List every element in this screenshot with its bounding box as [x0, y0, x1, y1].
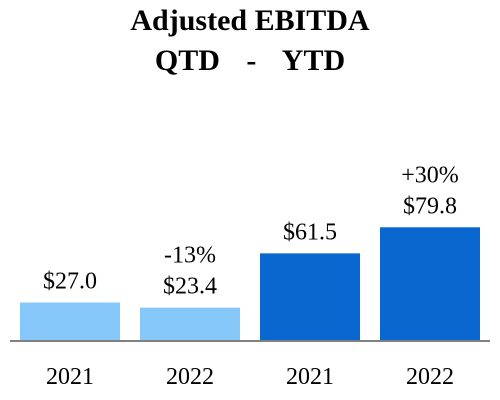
change-label: +30% — [401, 162, 459, 188]
chart-subtitle: QTD - YTD — [0, 44, 500, 78]
subtitle-ytd: YTD — [281, 44, 346, 77]
bar-qtd-2022 — [140, 307, 240, 341]
value-label: $61.5 — [283, 219, 337, 245]
bar-qtd-2021 — [20, 302, 120, 341]
subtitle-qtd: QTD — [154, 44, 220, 77]
value-label: $27.0 — [43, 269, 97, 295]
bar-ytd-2021 — [260, 253, 360, 341]
value-label: $23.4 — [163, 274, 217, 300]
x-tick-label: 2022 — [166, 364, 214, 390]
bar-ytd-2022 — [380, 227, 480, 341]
bars-layer — [20, 227, 480, 341]
change-label: -13% — [164, 243, 216, 269]
x-tick-label: 2022 — [406, 364, 454, 390]
subtitle-separator: - — [246, 44, 257, 77]
chart-title: Adjusted EBITDA — [130, 4, 370, 37]
value-label: $79.8 — [403, 193, 457, 219]
x-tick-label: 2021 — [46, 364, 94, 390]
labels-layer: $27.0 2021 $23.4 -13% 2022 $61.5 2021 $79.8 +30%… — [43, 162, 459, 390]
x-tick-label: 2021 — [286, 364, 334, 390]
